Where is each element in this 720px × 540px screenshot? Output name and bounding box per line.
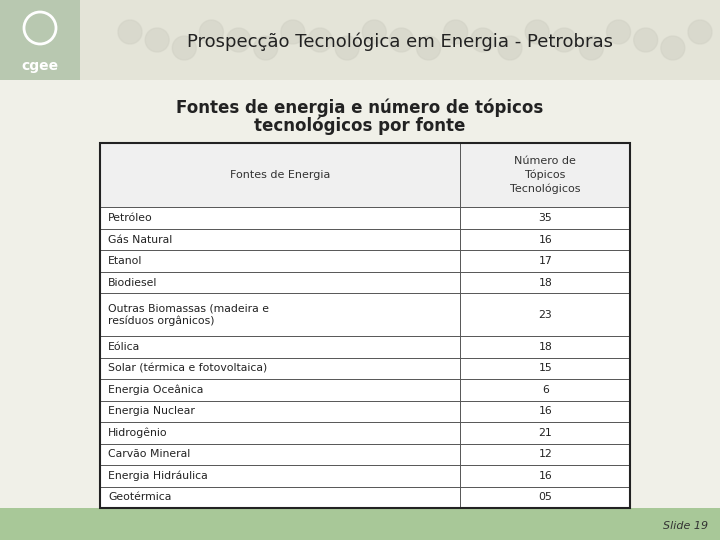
Circle shape (525, 20, 549, 44)
Text: 23: 23 (539, 310, 552, 320)
Text: 18: 18 (539, 278, 552, 288)
Circle shape (335, 36, 359, 60)
Text: 16: 16 (539, 407, 552, 416)
Text: Biodiesel: Biodiesel (108, 278, 158, 288)
Text: Etanol: Etanol (108, 256, 143, 266)
Text: Carvão Mineral: Carvão Mineral (108, 449, 190, 460)
Text: 18: 18 (539, 342, 552, 352)
Text: 16: 16 (539, 471, 552, 481)
Text: Slide 19: Slide 19 (663, 521, 708, 531)
Circle shape (281, 20, 305, 44)
Circle shape (661, 36, 685, 60)
Circle shape (444, 20, 468, 44)
Text: Energia Hidráulica: Energia Hidráulica (108, 470, 208, 481)
Text: 35: 35 (539, 213, 552, 223)
Circle shape (552, 28, 576, 52)
Circle shape (145, 28, 169, 52)
Text: cgee: cgee (22, 59, 58, 73)
Text: 16: 16 (539, 234, 552, 245)
Text: Hidrogênio: Hidrogênio (108, 428, 168, 438)
Circle shape (471, 28, 495, 52)
Circle shape (390, 28, 413, 52)
Circle shape (606, 20, 631, 44)
Text: Número de
Tópicos
Tecnológicos: Número de Tópicos Tecnológicos (510, 156, 580, 194)
Text: Fontes de Energia: Fontes de Energia (230, 170, 330, 180)
Circle shape (118, 20, 142, 44)
Circle shape (199, 20, 223, 44)
Circle shape (253, 36, 278, 60)
Bar (0, 0, 80, 80)
Circle shape (227, 28, 251, 52)
Circle shape (362, 20, 387, 44)
Text: 6: 6 (541, 385, 549, 395)
Circle shape (580, 36, 603, 60)
Text: Energia Oceânica: Energia Oceânica (108, 384, 203, 395)
Text: 15: 15 (539, 363, 552, 374)
Text: Energia Nuclear: Energia Nuclear (108, 407, 195, 416)
Bar (100, 143, 630, 508)
Text: Gás Natural: Gás Natural (108, 234, 172, 245)
Text: Geotérmica: Geotérmica (108, 492, 171, 502)
Circle shape (417, 36, 441, 60)
Circle shape (634, 28, 657, 52)
Bar (0, 80, 720, 540)
Text: Fontes de energia e número de tópicos: Fontes de energia e número de tópicos (176, 99, 544, 117)
Circle shape (498, 36, 522, 60)
Text: Petróleo: Petróleo (108, 213, 153, 223)
Circle shape (308, 28, 332, 52)
Text: Eólica: Eólica (108, 342, 140, 352)
Text: Solar (térmica e fotovoltaica): Solar (térmica e fotovoltaica) (108, 363, 267, 374)
Text: 05: 05 (539, 492, 552, 502)
Text: Outras Biomassas (madeira e
resíduos orgânicos): Outras Biomassas (madeira e resíduos org… (108, 303, 269, 326)
Text: 21: 21 (539, 428, 552, 438)
Text: tecnológicos por fonte: tecnológicos por fonte (254, 117, 466, 135)
Bar (100, 143, 630, 508)
Bar (0, 508, 720, 540)
Text: 12: 12 (539, 449, 552, 460)
Text: Prospecção Tecnológica em Energia - Petrobras: Prospecção Tecnológica em Energia - Petr… (187, 33, 613, 51)
Circle shape (172, 36, 197, 60)
Bar (100, 143, 630, 207)
Circle shape (688, 20, 712, 44)
Bar (80, 0, 720, 80)
Text: 17: 17 (539, 256, 552, 266)
